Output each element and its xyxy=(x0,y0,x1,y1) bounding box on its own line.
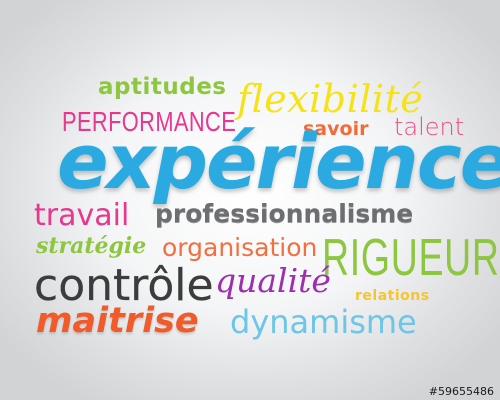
word-strategie: stratégie xyxy=(36,233,147,259)
word-aptitudes: aptitudes xyxy=(98,74,227,100)
word-savoir: savoir xyxy=(303,118,369,140)
word-flexibilite: flexibilité xyxy=(237,77,424,121)
word-dynamisme: dynamisme xyxy=(230,303,417,341)
word-professionnalisme: professionnalisme xyxy=(155,199,414,228)
word-talent: talent xyxy=(394,113,465,141)
word-qualite: qualité xyxy=(215,261,331,300)
stock-id-label: #59655486 xyxy=(428,385,494,398)
word-controle: contrôle xyxy=(34,260,214,311)
watermark: ©fotolia xyxy=(178,190,269,214)
word-travail: travail xyxy=(34,198,130,233)
word-maitrise: maitrise xyxy=(36,301,199,341)
word-rigueur: RIGUEUR xyxy=(322,229,500,287)
word-performance: PERFORMANCE xyxy=(62,106,237,137)
word-relations: relations xyxy=(355,288,430,304)
word-experience: expérience xyxy=(57,117,500,206)
word-organisation: organisation xyxy=(162,233,318,262)
